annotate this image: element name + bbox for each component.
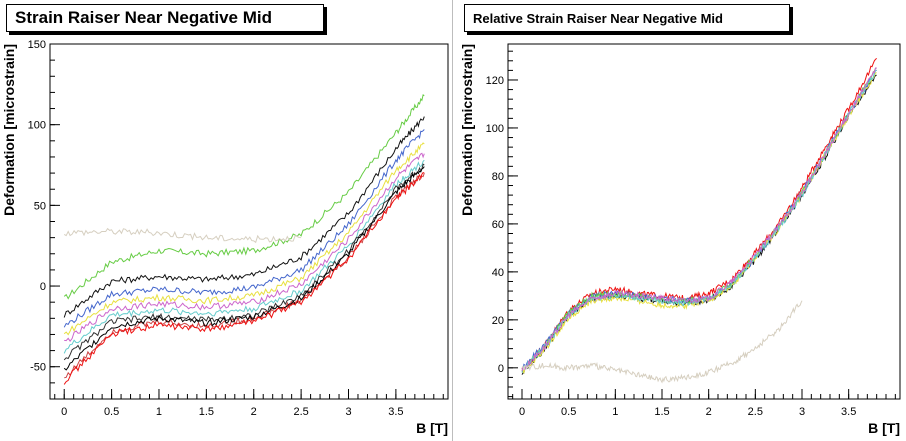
series-line-4 bbox=[64, 152, 425, 342]
left-chart-panel: -50 0 50 100 150 0 0.5 1 1.5 2 2.5 3 3.5 B [T] Deforma… bbox=[0, 0, 452, 441]
x-tick-label: 2 bbox=[706, 406, 712, 418]
plot-frame bbox=[507, 43, 901, 400]
y-tick-label: 100 bbox=[28, 120, 46, 132]
x-tick-label: 3 bbox=[345, 406, 351, 418]
x-tick-label: 0 bbox=[61, 406, 67, 418]
x-tick-label: 1 bbox=[156, 406, 162, 418]
x-tick-label: 1 bbox=[612, 406, 618, 418]
y-axis-label: Deformation [microstrain] bbox=[1, 44, 17, 216]
x-tick-label: 0.5 bbox=[561, 406, 576, 418]
right-chart: 0 20 40 60 80 100 120 0 0.5 1 1.5 2 2.5 3 3.5 B [T] Defo… bbox=[459, 43, 901, 436]
x-tick-label: 3.5 bbox=[841, 406, 856, 418]
left-chart: -50 0 50 100 150 0 0.5 1 1.5 2 2.5 3 3.5 B [T] Deforma… bbox=[1, 39, 449, 436]
series-line-4 bbox=[521, 72, 877, 374]
x-tick-label: 2.5 bbox=[748, 406, 763, 418]
y-tick-label: 40 bbox=[492, 267, 504, 279]
series-line-3 bbox=[63, 142, 425, 336]
right-chart-title: Relative Strain Raiser Near Negative Mid bbox=[464, 4, 790, 32]
x-tick-label: 2.5 bbox=[293, 406, 308, 418]
x-tick-label: 1.5 bbox=[654, 406, 669, 418]
y-tick-label: 50 bbox=[34, 200, 46, 212]
y-tick-label: 20 bbox=[492, 315, 504, 327]
x-axis-label: B [T] bbox=[416, 420, 448, 436]
x-tick-label: 1.5 bbox=[199, 406, 214, 418]
series-line-7 bbox=[64, 172, 425, 379]
y-tick-label: 150 bbox=[28, 39, 46, 51]
plot-frame bbox=[49, 43, 449, 400]
x-tick-label: 0.5 bbox=[104, 406, 119, 418]
series-line-10 bbox=[63, 227, 302, 244]
y-axis-label: Deformation [microstrain] bbox=[459, 44, 475, 216]
x-tick-label: 0 bbox=[519, 406, 525, 418]
series-line-8 bbox=[63, 166, 425, 371]
panel-divider bbox=[452, 0, 459, 441]
series-line-6 bbox=[521, 67, 877, 372]
y-tick-label: 0 bbox=[498, 363, 504, 375]
x-axis-label: B [T] bbox=[868, 420, 900, 436]
series-line-7 bbox=[521, 300, 803, 384]
series-line-0 bbox=[63, 94, 425, 300]
y-tick-label: 100 bbox=[486, 123, 504, 135]
y-tick-label: -50 bbox=[30, 362, 46, 374]
series-line-0 bbox=[521, 58, 877, 372]
x-tick-label: 3 bbox=[799, 406, 805, 418]
series-line-5 bbox=[63, 159, 425, 354]
right-chart-panel: 0 20 40 60 80 100 120 0 0.5 1 1.5 2 2.5 3 3.5 B [T] Defo… bbox=[458, 0, 906, 441]
series-line-1 bbox=[63, 116, 425, 318]
y-tick-label: 0 bbox=[40, 281, 46, 293]
y-tick-label: 120 bbox=[486, 75, 504, 87]
series-line-2 bbox=[63, 129, 425, 328]
left-chart-title: Strain Raiser Near Negative Mid bbox=[6, 4, 324, 32]
y-tick-label: 80 bbox=[492, 171, 504, 183]
y-tick-label: 60 bbox=[492, 219, 504, 231]
x-tick-label: 2 bbox=[251, 406, 257, 418]
series-line-9 bbox=[63, 171, 425, 385]
x-tick-label: 3.5 bbox=[388, 406, 403, 418]
